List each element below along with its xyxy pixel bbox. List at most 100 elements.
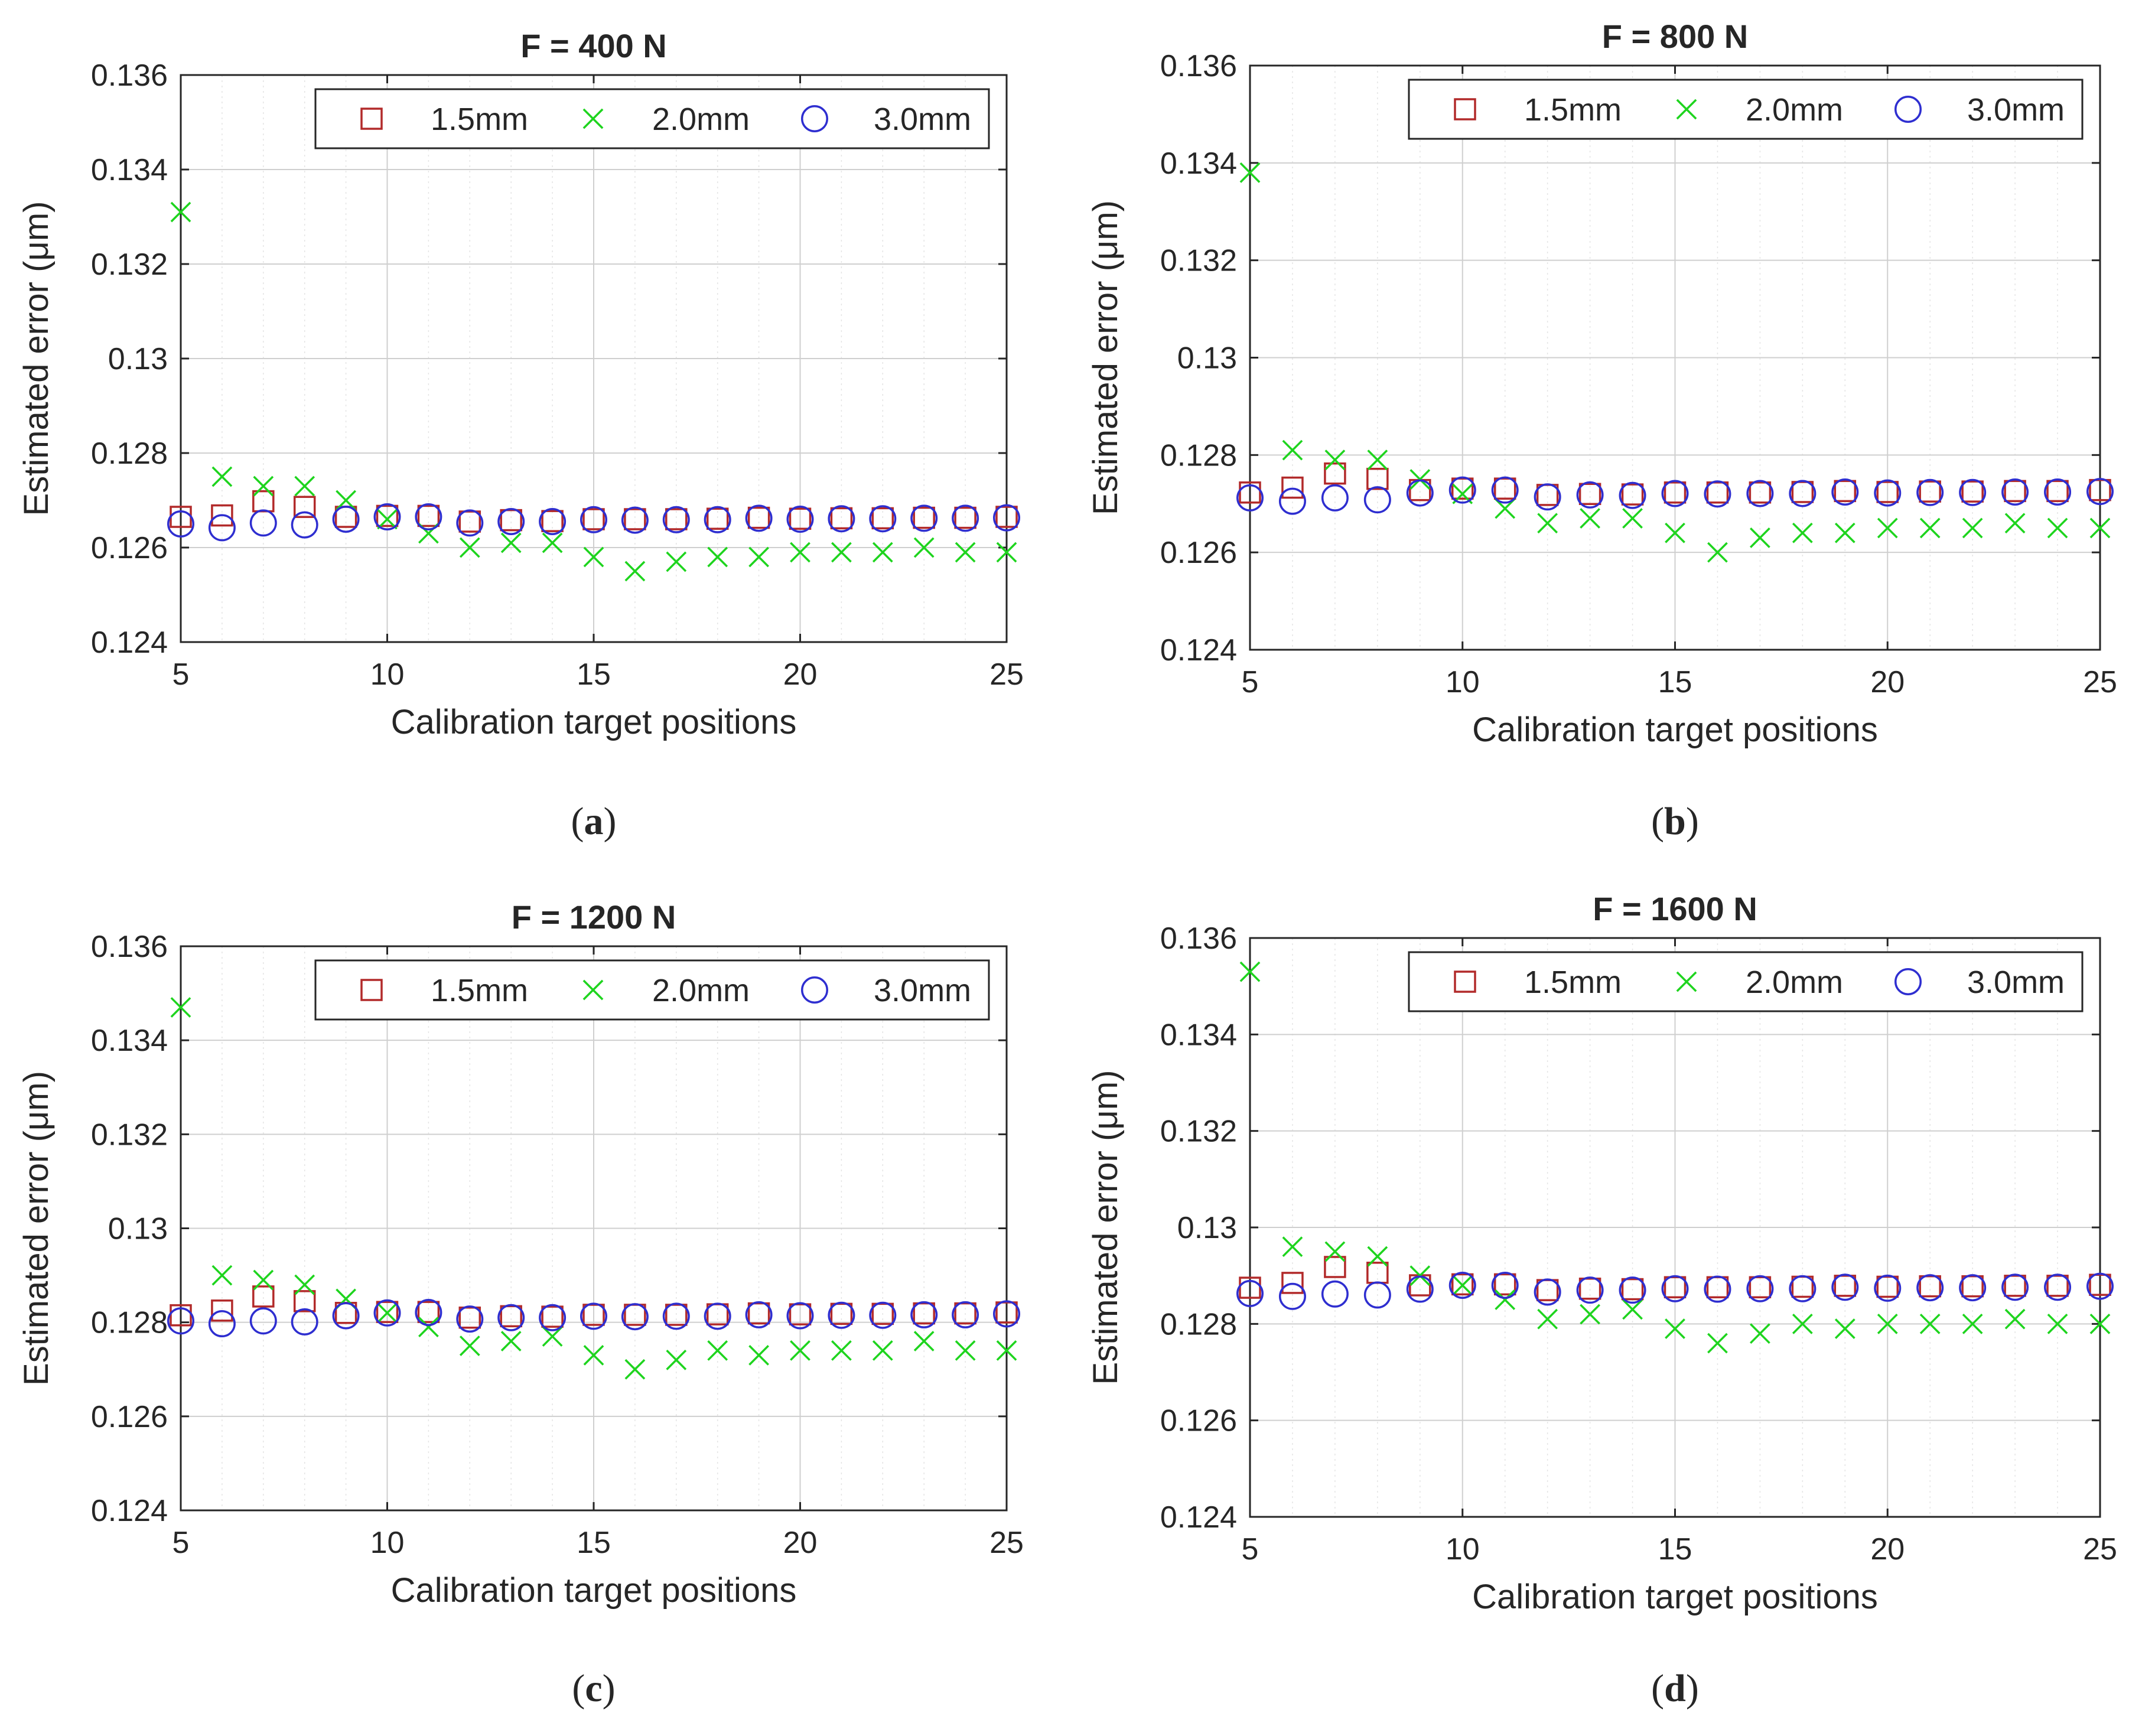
data-point [1791, 481, 1814, 503]
data-point [497, 508, 525, 535]
data-point [1622, 508, 1643, 529]
data-point [373, 1299, 401, 1327]
data-point [1707, 1333, 1728, 1354]
x-tick-label: 5 [1242, 665, 1259, 699]
data-point [748, 546, 769, 568]
data-point [1451, 477, 1474, 500]
y-tick-label: 0.124 [91, 1494, 168, 1528]
data-point [580, 506, 607, 533]
data-point [913, 537, 935, 558]
series-1.5mm [170, 490, 1018, 533]
data-point [993, 1300, 1020, 1328]
y-tick-label: 0.136 [1160, 921, 1237, 956]
y-axis-label: Estimated error (μm) [1086, 1070, 1125, 1385]
data-point [1749, 481, 1772, 504]
data-point [913, 1331, 935, 1351]
data-point [869, 505, 897, 533]
data-point [1239, 481, 1261, 504]
data-point [1239, 961, 1261, 982]
data-point [621, 506, 649, 534]
data-point [2047, 1313, 2068, 1334]
data-point [500, 532, 522, 553]
data-point [1877, 1313, 1898, 1334]
data-point [1493, 477, 1516, 500]
y-tick-label: 0.128 [1160, 438, 1237, 473]
data-point [211, 466, 233, 487]
data-point [208, 1310, 236, 1338]
data-point [1919, 1275, 1941, 1298]
data-point [167, 510, 194, 538]
y-tick-label: 0.128 [91, 1306, 168, 1340]
panel-label: (a) [571, 800, 617, 843]
data-point [1874, 1274, 1902, 1302]
series-3.0mm [1236, 1272, 2114, 1310]
legend-label: 1.5mm [431, 973, 528, 1008]
data-point [500, 509, 522, 532]
legend-label: 1.5mm [1524, 92, 1622, 128]
data-point [500, 1331, 522, 1351]
data-point [1961, 480, 1984, 503]
y-tick-label: 0.136 [91, 58, 168, 93]
data-point [1916, 478, 1944, 506]
chart-title: F = 800 N [1602, 18, 1748, 55]
data-point [1278, 487, 1306, 515]
data-point [1363, 1281, 1391, 1309]
data-point [418, 1317, 439, 1338]
data-point [995, 1301, 1018, 1324]
data-point [2089, 1273, 2111, 1296]
data-point [995, 506, 1018, 528]
data-point [954, 506, 976, 529]
data-point [871, 507, 894, 530]
legend-label: 1.5mm [1524, 965, 1622, 1000]
data-point [541, 1305, 564, 1328]
data-point [666, 1349, 687, 1370]
data-point [293, 1290, 316, 1312]
data-point [456, 1305, 484, 1333]
data-point [1324, 450, 1346, 470]
data-point [1665, 522, 1685, 543]
data-point [1534, 483, 1561, 511]
data-point [1578, 483, 1601, 506]
data-point [1621, 1278, 1644, 1301]
data-point [1537, 1308, 1558, 1330]
y-tick-label: 0.128 [91, 437, 168, 471]
data-point [542, 1326, 563, 1347]
chart-panel-c: 5 10 15 20 25 0.124 0.126 0.128 0.13 0.132 0.134 0.… [17, 898, 1024, 1710]
data-point [1962, 517, 1983, 539]
data-point [1537, 513, 1558, 534]
data-point [1580, 1304, 1600, 1325]
legend: 1.5mm 2.0mm 3.0mm [1408, 79, 2084, 140]
data-point [662, 506, 690, 533]
data-point [249, 1307, 277, 1335]
data-point [1622, 1299, 1643, 1320]
legend-box [314, 88, 990, 149]
data-point [872, 542, 893, 563]
data-point [747, 506, 770, 529]
data-point [913, 506, 935, 529]
legend-marker [360, 979, 383, 1001]
data-point [1406, 479, 1434, 507]
data-point [789, 507, 812, 530]
chart-title: F = 1600 N [1593, 890, 1757, 927]
data-point [621, 1303, 649, 1331]
legend-label: 2.0mm [1746, 965, 1843, 1000]
data-point [1282, 439, 1303, 461]
x-tick-label: 5 [172, 657, 190, 692]
data-point [1367, 1246, 1388, 1267]
data-point [376, 1301, 399, 1323]
data-point [624, 561, 646, 582]
data-point [1789, 1275, 1817, 1302]
data-point [542, 532, 563, 553]
legend-box [1408, 79, 2084, 140]
y-tick-label: 0.134 [91, 1024, 168, 1058]
data-point [1706, 481, 1729, 504]
data-point [786, 1302, 814, 1330]
legend-box [1408, 951, 2084, 1012]
x-tick-label: 25 [2083, 1532, 2117, 1566]
data-point [1876, 481, 1899, 503]
y-tick-label: 0.132 [91, 1118, 168, 1152]
legend-marker [1894, 968, 1922, 995]
data-point [2044, 1273, 2072, 1301]
data-point [1367, 450, 1388, 470]
data-point [996, 1340, 1017, 1361]
